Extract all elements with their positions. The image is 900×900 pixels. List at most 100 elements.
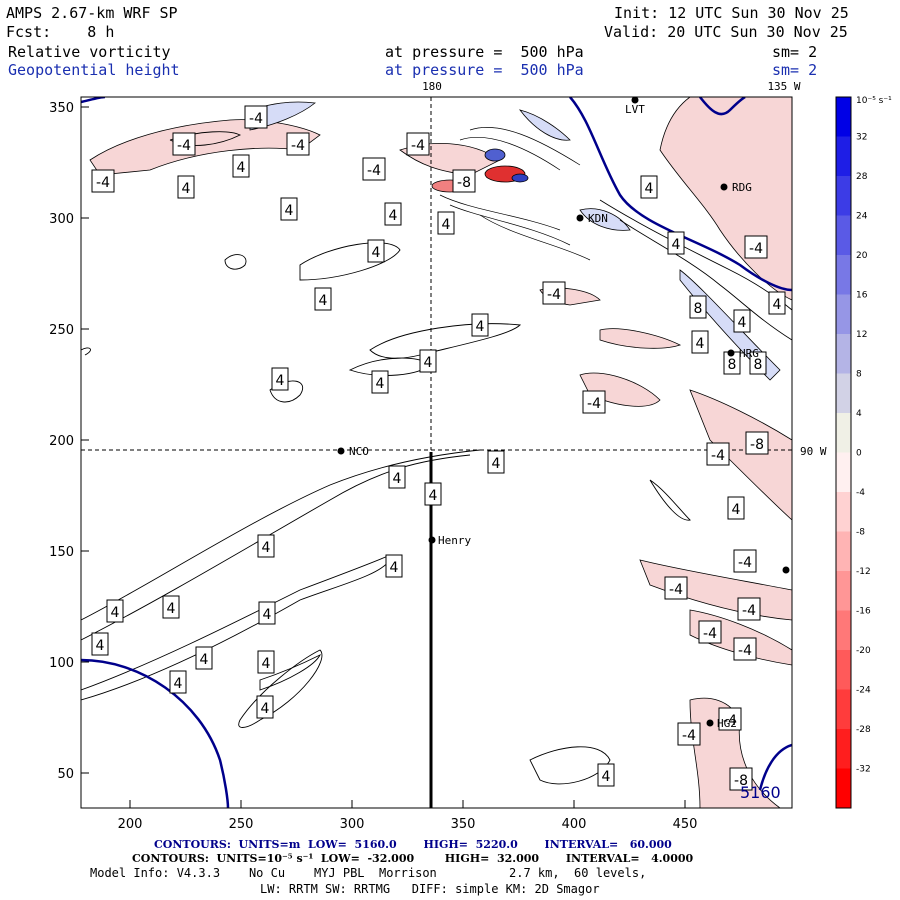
contour-label: 4 bbox=[437, 211, 455, 235]
svg-text:-4: -4 bbox=[411, 138, 425, 154]
longitude-label-135w: 135 W bbox=[767, 80, 800, 93]
y-tick-label: 300 bbox=[49, 212, 74, 227]
station-nco[interactable]: NCO bbox=[337, 445, 369, 458]
colorbar-label: -8 bbox=[856, 528, 865, 538]
contour-label: -4 bbox=[286, 132, 310, 156]
station-hg2[interactable]: HG2 bbox=[706, 717, 737, 730]
station-hrg[interactable]: HRG bbox=[727, 347, 759, 360]
field1-smoothing: sm= 2 bbox=[772, 43, 818, 61]
colorbar-segment bbox=[836, 215, 851, 256]
svg-text:-8: -8 bbox=[750, 437, 764, 453]
svg-text:4: 4 bbox=[111, 605, 120, 621]
svg-text:4: 4 bbox=[372, 245, 381, 261]
colorbar-segment bbox=[836, 650, 851, 690]
model-info: Model Info: V4.3.3 No Cu MYJ PBL Morriso… bbox=[90, 866, 647, 880]
svg-text:HG2: HG2 bbox=[717, 717, 737, 730]
contour-label: 4 bbox=[424, 482, 442, 506]
svg-text:-4: -4 bbox=[669, 582, 683, 598]
y-tick-label: 100 bbox=[49, 656, 74, 671]
contour-label: 4 bbox=[257, 534, 275, 558]
colorbar-label: 24 bbox=[856, 212, 868, 222]
contour-label: -4 bbox=[733, 637, 757, 661]
colorbar-label: 0 bbox=[856, 449, 862, 459]
contour-label: 4 bbox=[388, 465, 406, 489]
y-tick-label: 50 bbox=[57, 767, 74, 782]
forecast-hour: Fcst: 8 h bbox=[6, 23, 115, 41]
svg-text:-4: -4 bbox=[682, 728, 696, 744]
contour-label: 4 bbox=[733, 309, 751, 333]
contour-label: -4 bbox=[706, 442, 730, 466]
svg-text:KDN: KDN bbox=[588, 212, 608, 225]
svg-text:4: 4 bbox=[393, 471, 402, 487]
contour-label: 4 bbox=[256, 695, 274, 719]
colorbar-label: -28 bbox=[856, 725, 871, 735]
colorbar-segment bbox=[836, 136, 851, 177]
contour-label: -4 bbox=[744, 235, 768, 259]
svg-text:4: 4 bbox=[237, 160, 246, 176]
contour-label: -8 bbox=[729, 767, 753, 791]
y-axis-labels: 350 300 250 200 150 100 50 bbox=[49, 101, 74, 782]
axis-ticks bbox=[81, 106, 686, 808]
svg-text:Henry: Henry bbox=[438, 534, 471, 547]
contour-label: 4 bbox=[691, 330, 709, 354]
svg-text:4: 4 bbox=[285, 203, 294, 219]
svg-text:8: 8 bbox=[694, 301, 703, 317]
colorbar-labels: 32 28 24 20 16 12 8 4 0 -4 -8 -12 -16 -20 -24 -28 -32 bbox=[856, 133, 871, 775]
field2-level: at pressure = 500 hPa bbox=[385, 61, 584, 79]
field1-level: at pressure = 500 hPa bbox=[385, 43, 584, 61]
colorbar-frame bbox=[835, 96, 852, 809]
svg-text:-4: -4 bbox=[703, 626, 717, 642]
svg-text:8: 8 bbox=[728, 357, 737, 373]
negative-vorticity-shading bbox=[89, 97, 792, 808]
colorbar-segment bbox=[836, 531, 851, 572]
colorbar-segment bbox=[836, 176, 851, 216]
contour-label: -4 bbox=[406, 132, 430, 156]
svg-text:8: 8 bbox=[754, 357, 763, 373]
svg-text:-8: -8 bbox=[457, 175, 471, 191]
colorbar-segment bbox=[836, 768, 851, 809]
station-kdn[interactable]: KDN bbox=[576, 212, 608, 225]
colorbar-label: -16 bbox=[856, 607, 871, 617]
longitude-label-180: 180 bbox=[422, 80, 442, 93]
contour-label: 4 bbox=[419, 349, 437, 373]
contour-label: 4 bbox=[314, 287, 332, 311]
height-contour-label: 5160 bbox=[740, 783, 781, 802]
contour-label: 4 bbox=[169, 670, 187, 694]
x-tick-label: 300 bbox=[340, 817, 365, 832]
colorbar-segment bbox=[836, 452, 851, 493]
colorbar-segment bbox=[836, 610, 851, 651]
station-marker-edge bbox=[782, 566, 790, 574]
station-rdg[interactable]: RDG bbox=[720, 181, 752, 194]
svg-text:4: 4 bbox=[200, 652, 209, 668]
svg-text:4: 4 bbox=[319, 293, 328, 309]
svg-text:4: 4 bbox=[442, 217, 451, 233]
colorbar-label: 12 bbox=[856, 330, 867, 340]
svg-text:4: 4 bbox=[696, 336, 705, 352]
stations: LVT RDG KDN HRG NCO Henry HG2 bbox=[337, 97, 790, 730]
svg-text:-4: -4 bbox=[749, 241, 763, 257]
contour-label: -4 bbox=[677, 722, 701, 746]
svg-text:4: 4 bbox=[645, 181, 654, 197]
svg-text:4: 4 bbox=[773, 297, 782, 313]
field2-name: Geopotential height bbox=[8, 61, 180, 79]
plot-frame bbox=[80, 96, 793, 809]
svg-text:4: 4 bbox=[732, 502, 741, 518]
svg-text:-4: -4 bbox=[367, 163, 381, 179]
latitude-label-90w: 90 W bbox=[800, 445, 827, 458]
svg-text:-4: -4 bbox=[177, 138, 191, 154]
colorbar-segment bbox=[836, 255, 851, 295]
field2-smoothing: sm= 2 bbox=[772, 61, 818, 79]
contour-label: -8 bbox=[745, 431, 769, 455]
model-title: AMPS 2.67-km WRF SP bbox=[6, 4, 178, 22]
vorticity-contour-info: CONTOURS: UNITS=10⁻⁵ s⁻¹ LOW= -32.000 HI… bbox=[132, 852, 694, 865]
contour-label: 4 bbox=[271, 367, 289, 391]
svg-text:-4: -4 bbox=[547, 287, 561, 303]
contour-label: -4 bbox=[172, 132, 196, 156]
station-henry[interactable]: Henry bbox=[428, 534, 472, 547]
contour-label: -4 bbox=[362, 157, 386, 181]
svg-text:-4: -4 bbox=[96, 175, 110, 191]
contour-value-labels: -4 -4 -4 -4 -4 -4 4 4 -8 4 4 4 4 4 -4 4 … bbox=[91, 105, 786, 791]
station-lvt[interactable]: LVT bbox=[625, 97, 645, 117]
svg-text:HRG: HRG bbox=[739, 347, 759, 360]
colorbar-segment bbox=[836, 492, 851, 532]
